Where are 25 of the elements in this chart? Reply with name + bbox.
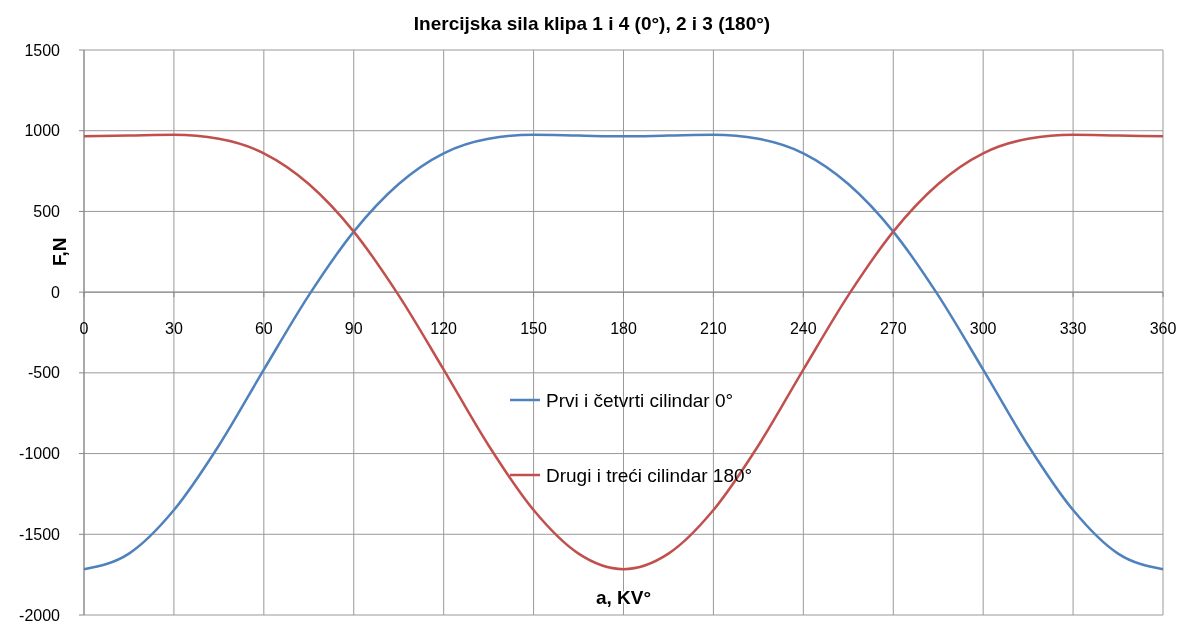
x-tick-label: 270: [879, 320, 907, 338]
x-tick-label: 0: [79, 320, 89, 338]
x-tick-label: 150: [520, 320, 548, 338]
y-tick-label: 500: [33, 203, 61, 221]
y-tick-label: -500: [27, 364, 61, 382]
x-tick-label: 300: [969, 320, 997, 338]
y-tick-label: 0: [51, 283, 61, 301]
x-axis-title: a, KV°: [595, 587, 652, 608]
y-tick-label: 1500: [24, 41, 61, 59]
x-tick-label: 330: [1059, 320, 1087, 338]
x-tick-label: 90: [344, 320, 363, 338]
x-tick-label: 60: [254, 320, 273, 338]
y-tick-label: -2000: [19, 606, 61, 622]
x-tick-label: 30: [165, 320, 183, 338]
chart-title: Inercijska sila klipa 1 i 4 (0°), 2 i 3 (180°): [413, 13, 771, 34]
x-tick-label: 120: [430, 320, 458, 338]
x-tick-label: 180: [610, 320, 637, 338]
y-tick-label: 1000: [24, 122, 61, 140]
x-tick-label: 240: [789, 320, 817, 338]
legend-label: Prvi i četvrti cilindar 0°: [546, 389, 734, 411]
y-tick-label: -1000: [19, 445, 61, 463]
y-tick-label: -1500: [19, 525, 61, 543]
y-axis-title: F,N: [49, 237, 70, 267]
x-tick-label: 360: [1149, 320, 1177, 338]
x-tick-label: 210: [700, 320, 727, 338]
